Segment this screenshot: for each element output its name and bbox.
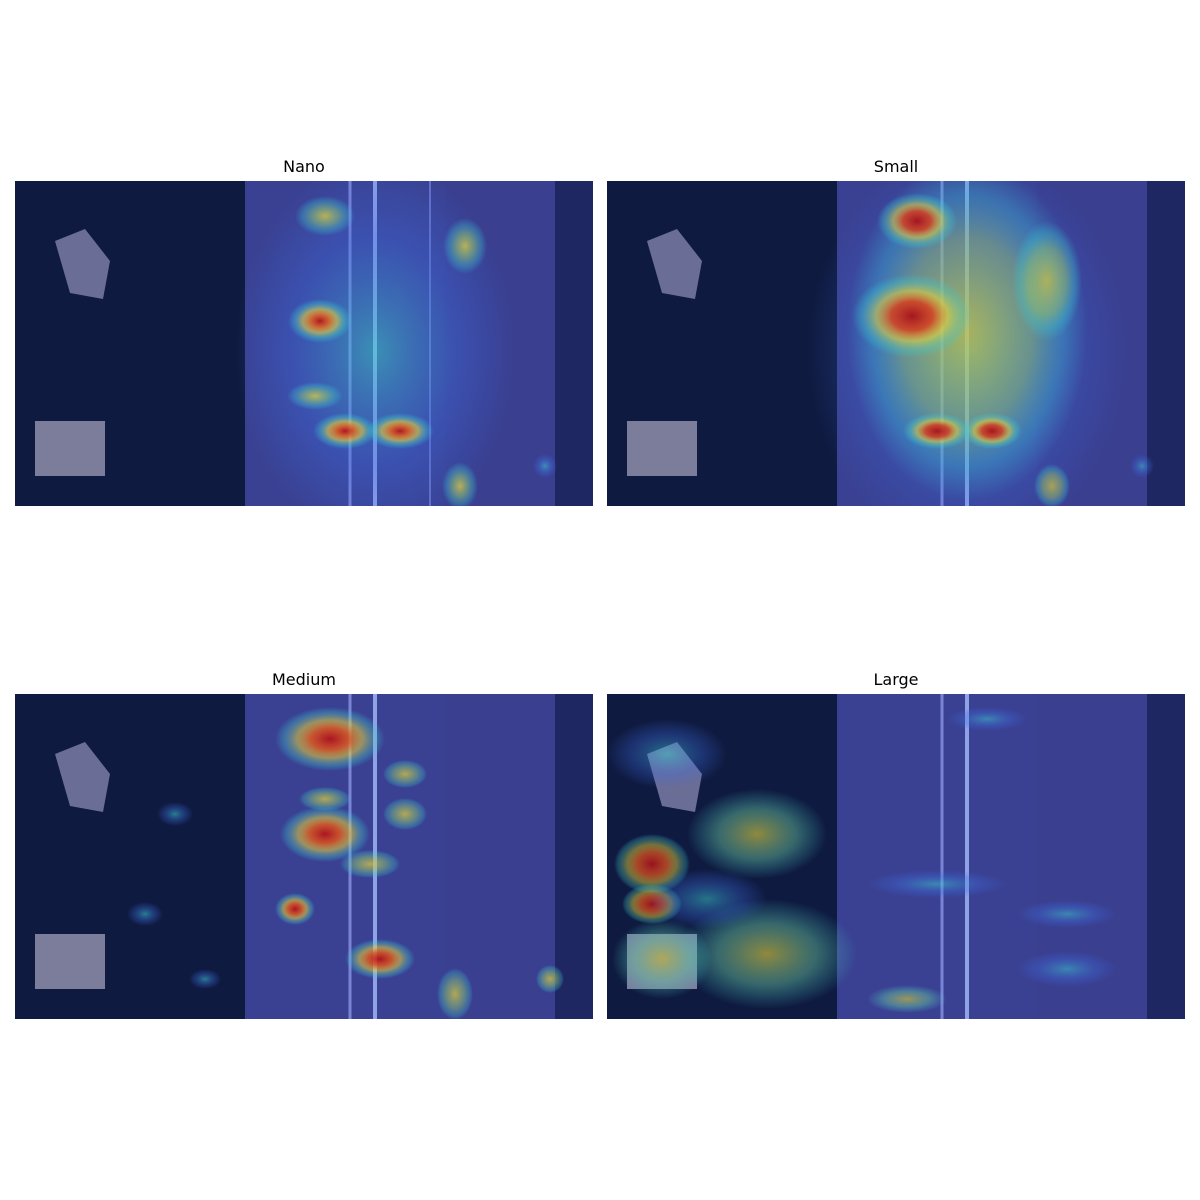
heatmap-image-nano: [15, 181, 593, 506]
heatmap-image-small: [607, 181, 1185, 506]
heatmap-image-medium: [15, 694, 593, 1019]
panel-title-medium: Medium: [272, 670, 336, 689]
panel-title-nano: Nano: [283, 157, 325, 176]
panel-title-small: Small: [873, 157, 919, 176]
panel-title-large: Large: [873, 670, 919, 689]
heatmap-image-large: [607, 694, 1185, 1019]
